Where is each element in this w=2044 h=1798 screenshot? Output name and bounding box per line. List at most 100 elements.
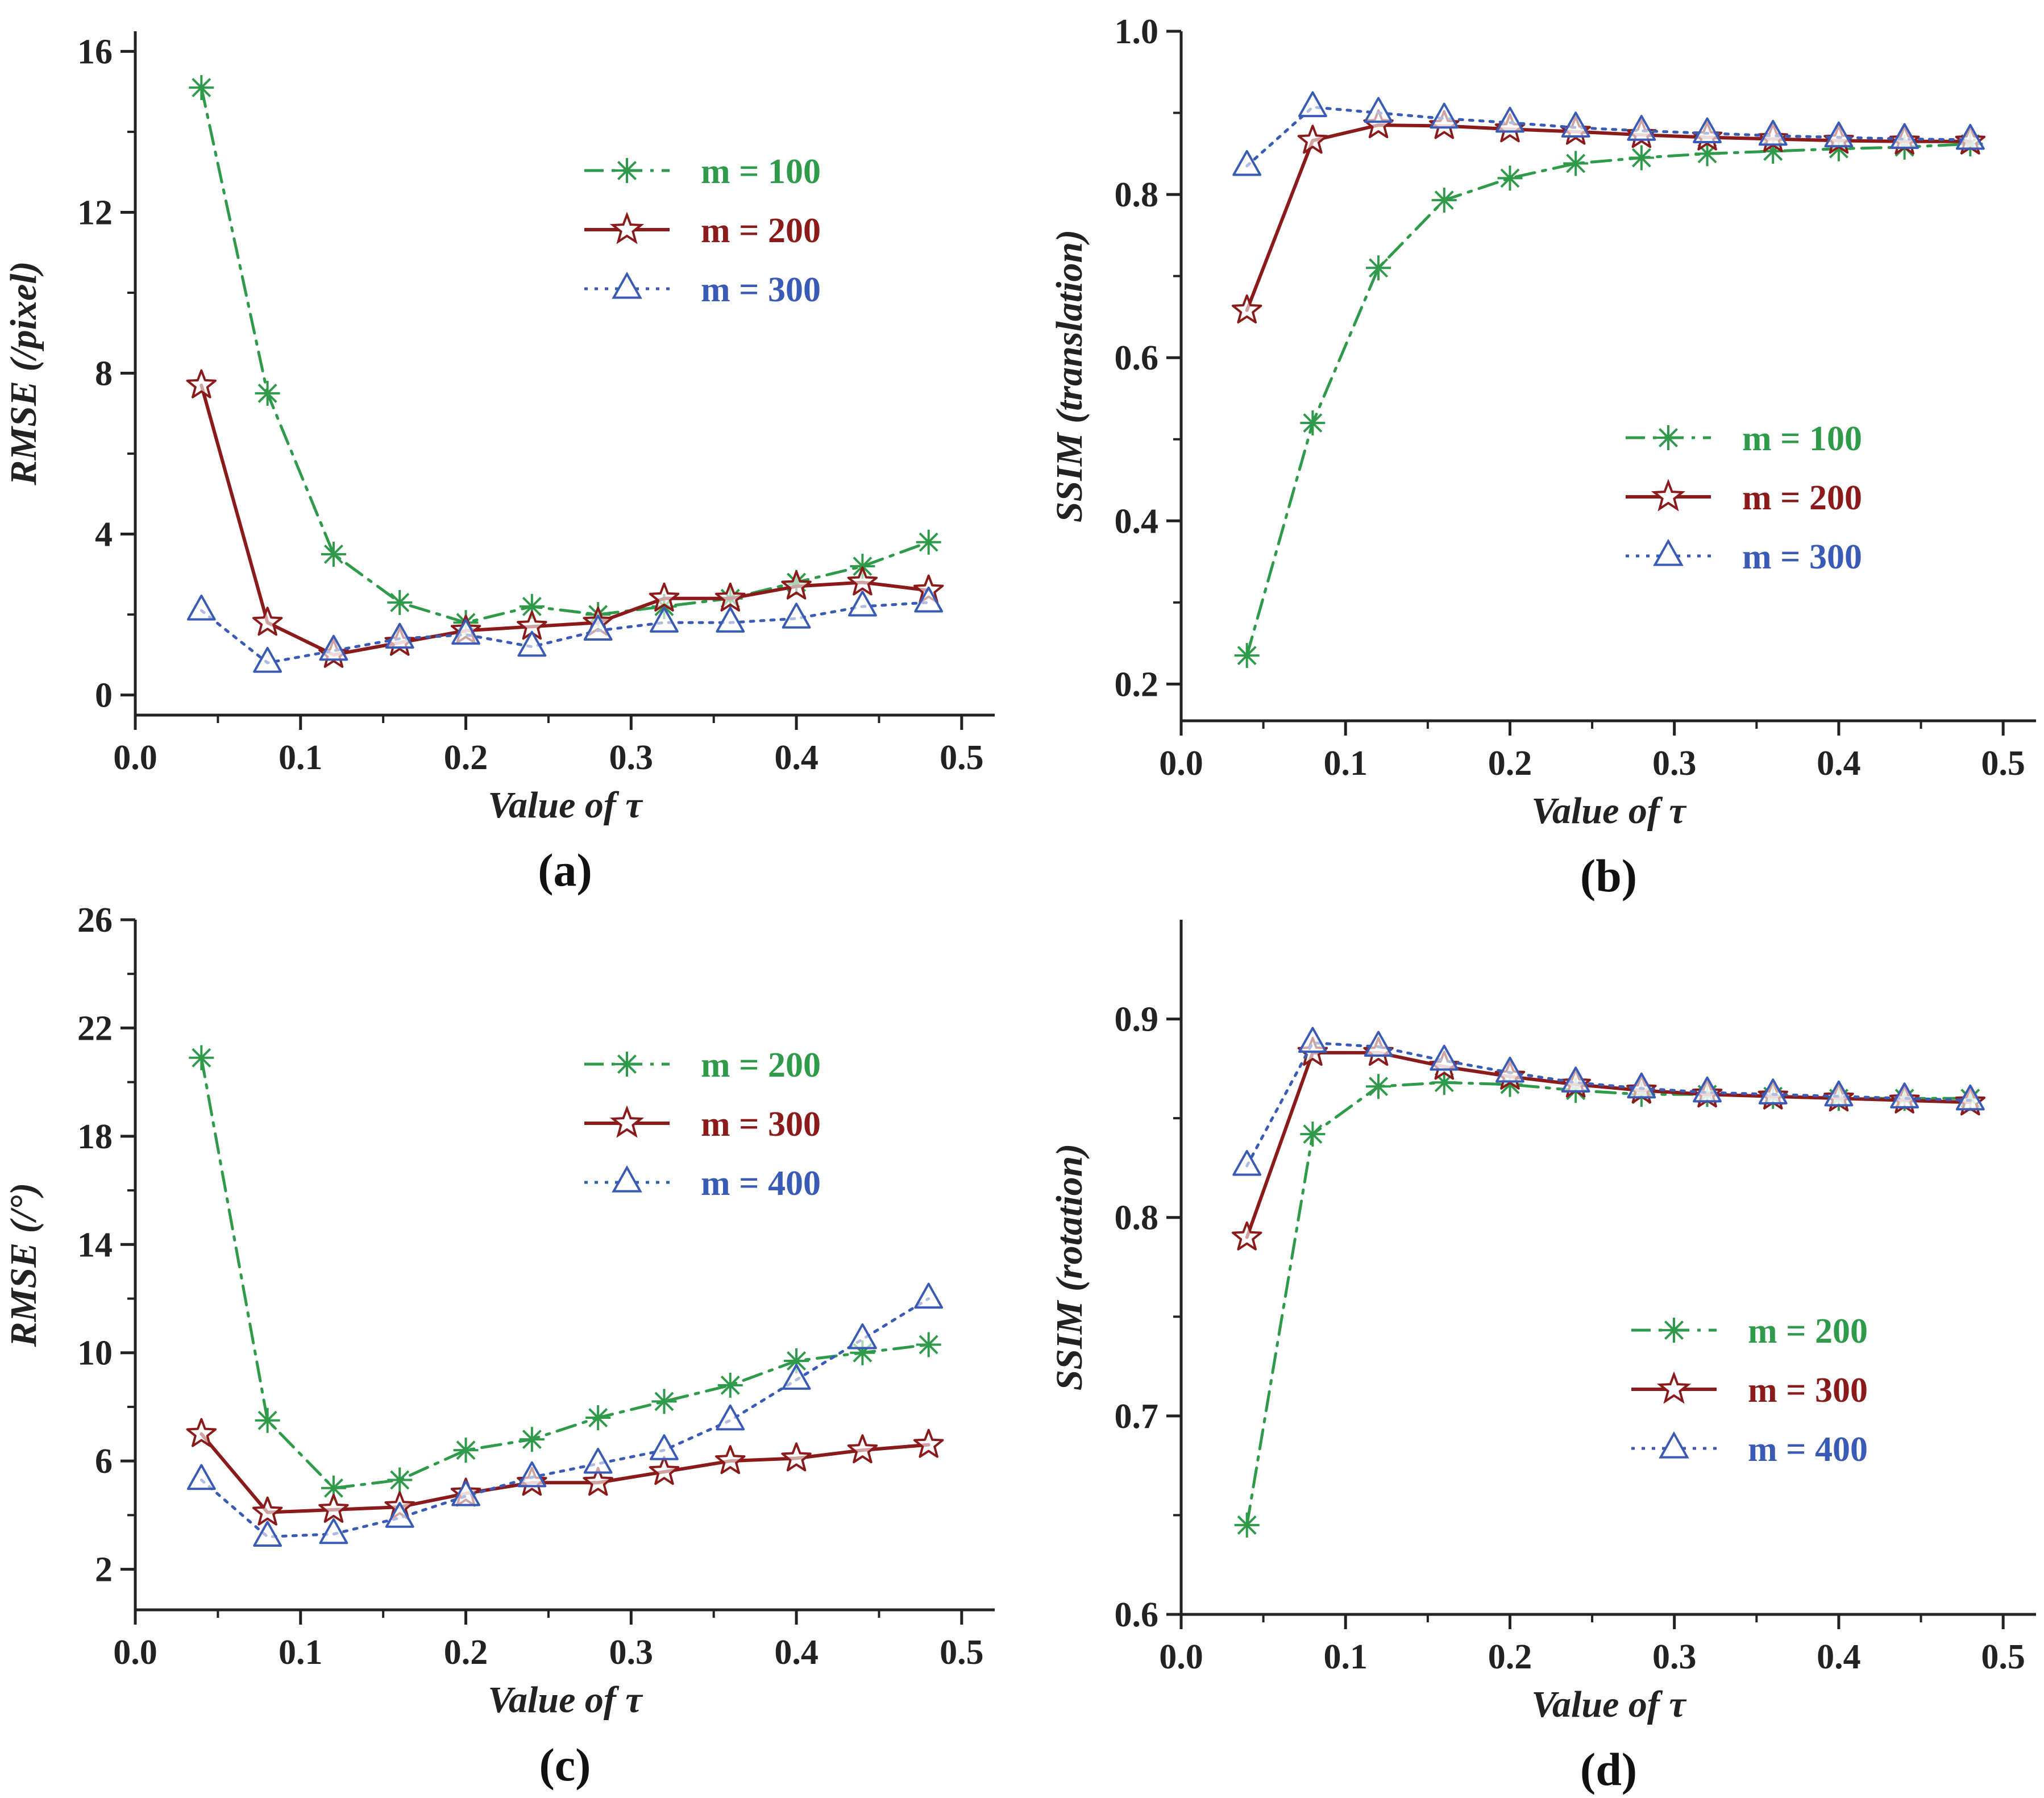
data-point — [1563, 151, 1589, 176]
data-point — [387, 589, 413, 615]
data-point — [1431, 1070, 1457, 1095]
legend-marker — [614, 1052, 639, 1077]
data-point — [1627, 1072, 1656, 1099]
data-point — [1826, 136, 1851, 161]
data-point — [781, 1442, 812, 1472]
data-point — [914, 1282, 944, 1309]
chart-panel-1: 0.0 0.1 0.2 0.3 0.4 0.5 0 4 8 12 16 Value of τ RMSE … — [3, 31, 995, 896]
series-line — [1245, 1081, 1972, 1527]
chart-panel-4: 0.0 0.1 0.2 0.3 0.4 0.5 0.6 0.7 0.8 0.9 Value of τ… — [1049, 920, 2036, 1795]
y-axis-title: RMSE (/pixel) — [3, 261, 44, 485]
data-point — [319, 1518, 348, 1544]
data-point — [1366, 1074, 1391, 1099]
x-tick-label: 0.4 — [774, 1633, 819, 1672]
y-tick-label: 0.6 — [1115, 1596, 1159, 1634]
legend-label: m = 200 — [701, 1046, 821, 1085]
x-tick-label: 0.5 — [940, 1633, 984, 1672]
data-point — [717, 1372, 743, 1398]
x-tick-label: 0.3 — [1652, 1638, 1697, 1676]
legend-label: m = 200 — [701, 211, 821, 250]
x-tick-label: 0.1 — [279, 738, 323, 777]
data-point — [1758, 1078, 1788, 1104]
series-line — [200, 86, 930, 624]
y-tick-label: 2 — [95, 1551, 113, 1589]
data-point — [715, 582, 746, 612]
y-tick-label: 0.6 — [1115, 339, 1159, 377]
data-point — [1890, 1082, 1920, 1108]
data-point — [583, 1447, 613, 1474]
data-point — [1232, 150, 1262, 176]
panel-label: (c) — [539, 1739, 591, 1791]
x-tick-label: 0.2 — [444, 738, 488, 777]
legend-label: m = 300 — [1742, 538, 1862, 576]
data-point — [1694, 141, 1720, 167]
x-tick-label: 0.4 — [1817, 1638, 1861, 1676]
y-tick-label: 0.4 — [1115, 502, 1159, 541]
data-point — [914, 586, 944, 613]
x-tick-label: 0.5 — [1981, 744, 2025, 783]
y-tick-label: 0.8 — [1115, 176, 1159, 214]
data-point — [1431, 188, 1457, 213]
data-point — [321, 541, 346, 567]
y-tick-label: 14 — [77, 1226, 113, 1264]
data-point — [519, 593, 545, 619]
x-tick-label: 0.0 — [1159, 1638, 1203, 1676]
data-point — [1824, 121, 1854, 148]
data-point — [649, 1456, 680, 1485]
legend: m = 200 m = 300 m = 400 — [1631, 1312, 1868, 1469]
y-tick-label: 4 — [95, 516, 113, 554]
series-2 — [186, 1418, 944, 1526]
legend-label: m = 400 — [1748, 1430, 1868, 1469]
data-point — [1430, 1044, 1459, 1071]
legend-label: m = 300 — [701, 271, 821, 309]
y-tick-label: 16 — [77, 32, 113, 71]
data-point — [1890, 123, 1920, 150]
data-point — [847, 1323, 877, 1349]
series-1 — [1234, 1070, 1983, 1538]
legend-marker — [1656, 425, 1681, 450]
legend-marker — [1659, 1431, 1689, 1459]
x-tick-label: 0.5 — [940, 738, 984, 777]
series-1 — [189, 1045, 941, 1501]
series-3 — [186, 1282, 944, 1547]
data-point — [784, 1348, 809, 1374]
x-tick-label: 0.0 — [113, 738, 157, 777]
legend: m = 100 m = 200 m = 300 — [1626, 420, 1862, 576]
legend-marker — [614, 158, 639, 183]
data-point — [850, 1340, 875, 1365]
data-point — [1758, 119, 1788, 146]
x-tick-label: 0.4 — [1817, 744, 1861, 783]
data-point — [519, 1427, 545, 1452]
x-tick-label: 0.3 — [1652, 744, 1697, 783]
data-point — [847, 590, 877, 617]
data-point — [255, 1407, 280, 1433]
data-point — [583, 1467, 613, 1496]
legend-label: m = 300 — [1748, 1371, 1868, 1410]
x-tick-label: 0.0 — [1159, 744, 1203, 783]
series-3 — [186, 586, 944, 673]
series-line — [200, 1056, 930, 1490]
y-tick-label: 0 — [95, 676, 113, 715]
panel-label: (b) — [1580, 850, 1637, 902]
legend-label: m = 100 — [1742, 420, 1862, 458]
chart-panel-2: 0.0 0.1 0.2 0.3 0.4 0.5 0.2 0.4 0.6 0.8 1.0 Value o… — [1049, 13, 2036, 902]
legend-label: m = 400 — [701, 1164, 821, 1203]
data-point — [189, 1045, 214, 1070]
data-point — [1234, 643, 1260, 668]
legend-marker — [609, 211, 645, 244]
data-point — [1561, 111, 1590, 138]
data-point — [385, 1502, 414, 1528]
data-point — [1298, 1027, 1327, 1053]
data-point — [318, 1493, 349, 1523]
x-tick-label: 0.1 — [279, 1633, 323, 1672]
y-tick-label: 1.0 — [1115, 13, 1159, 51]
panel-label: (a) — [538, 844, 592, 896]
legend-marker — [609, 1105, 645, 1138]
series-line — [1245, 1041, 1972, 1168]
data-point — [585, 1405, 611, 1430]
data-point — [252, 607, 283, 636]
y-tick-label: 8 — [95, 355, 113, 393]
data-point — [1232, 1149, 1262, 1176]
